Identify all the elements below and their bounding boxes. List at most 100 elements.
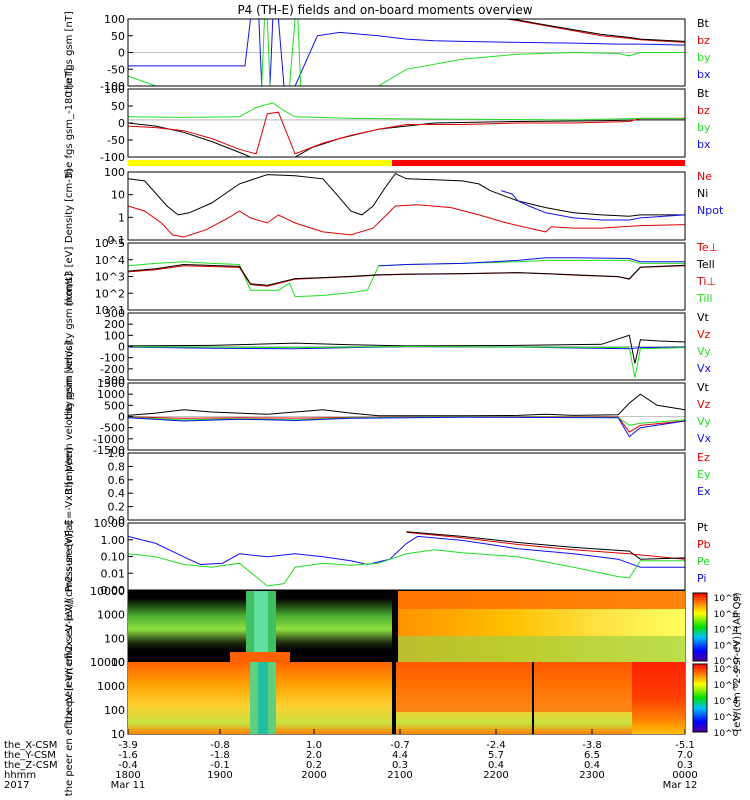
legend-entry: Ni: [697, 187, 708, 200]
colorbar-tick-label: 10^2: [714, 713, 739, 723]
y-axis-label: the fgs gsm_-180 [nT]: [64, 68, 75, 178]
legend-entry: bz: [697, 34, 710, 47]
spec-ion-right-edge: [392, 591, 398, 662]
x-value: 0.2: [306, 760, 322, 771]
x-value: 5.7: [488, 750, 504, 761]
legend-entry: Te⊥: [696, 241, 718, 254]
x-value: 6.5: [584, 750, 600, 761]
colorbar-label-rotated: [eV/(cm^2-s-sr-eV)] (All Qs): [732, 592, 743, 731]
colorbar-tick-label: 10^0: [714, 729, 739, 739]
series-npot-line: [501, 190, 686, 221]
y-tick-label: 50: [111, 30, 125, 43]
y-tick-label: 50: [111, 100, 125, 113]
y-axis-label: the peem velocity gsm [km/s]: [64, 342, 75, 492]
spec-ion-plume-core: [254, 591, 268, 662]
series-by-line: [127, 102, 685, 121]
y-tick-label: 500: [104, 399, 125, 412]
series-bx-line: [128, 18, 686, 87]
y-tick-label: 300: [104, 307, 125, 320]
panel-frame: [127, 88, 686, 158]
x-value: 2.0: [306, 750, 322, 761]
colorbar-tick-label: 10^6: [714, 610, 739, 620]
spectrogram-electrons: [128, 662, 685, 734]
legend-entry: Vx: [697, 432, 712, 445]
legend-entry: Till: [696, 292, 713, 305]
y-tick-label: 0.1: [108, 234, 126, 247]
series-vt-line: [127, 393, 686, 417]
x-time-label: 2100: [387, 770, 412, 781]
y-tick-label: -500: [100, 422, 125, 435]
x-value: -0.4: [118, 760, 138, 771]
x-value: 0.3: [392, 760, 408, 771]
series-pb-line: [406, 531, 686, 560]
y-tick-label: 0.2: [108, 501, 126, 514]
x-value: 0.4: [584, 760, 600, 771]
y-tick-label: 10^1: [95, 304, 125, 317]
legend-entry: bx: [697, 68, 711, 81]
series-vy-line: [127, 345, 686, 378]
y-axis-label: Density [cm-3]: [64, 169, 75, 243]
x-value: -3.9: [118, 740, 138, 751]
y-tick-label: 100: [104, 632, 125, 645]
y-tick-label: 1500: [97, 377, 125, 390]
colorbar-electrons: [692, 663, 708, 733]
x-value: -1.6: [118, 750, 138, 761]
y-tick-label: 10.00: [94, 517, 126, 530]
colorbar-tick-label: 10^8: [714, 594, 739, 604]
y-tick-label: 1000: [97, 680, 125, 693]
y-tick-label: 0.8: [108, 460, 126, 473]
x-value: 0.3: [677, 760, 693, 771]
colorbar-tick-label: 10^0: [714, 657, 739, 667]
series-pe-line: [127, 549, 685, 587]
x-time-label: 2300: [579, 770, 604, 781]
spec-ele-divider-2: [532, 662, 534, 734]
legend-entry: Ey: [697, 468, 711, 481]
colorbar-tick-label: 10^4: [714, 626, 739, 636]
colorbar-ions: [692, 592, 708, 662]
x-date-end: Mar 12: [663, 780, 698, 791]
x-row-label: the_Z-CSM: [4, 760, 58, 771]
y-tick-label: 1: [118, 211, 125, 224]
series-vx-line: [127, 416, 686, 438]
mode-bar: [128, 160, 685, 166]
y-axis-label: E=-VxB [mV/m]: [64, 447, 75, 525]
spec-ion-base: [230, 652, 290, 662]
y-tick-label: -100: [100, 80, 125, 93]
legend-entry: Ez: [697, 451, 710, 464]
y-tick-label: -1000: [93, 433, 125, 446]
y-tick-label: 10^4: [95, 254, 125, 267]
y-tick-label: 0.4: [108, 487, 126, 500]
legend-entry: Vz: [697, 328, 711, 341]
y-tick-label: 100: [104, 166, 125, 179]
y-tick-label: 200: [104, 318, 125, 331]
x-row-label: the_X-CSM: [4, 740, 57, 751]
legend-entry: Bt: [697, 17, 710, 30]
y-tick-label: -200: [100, 363, 125, 376]
y-axis-label: momt3 [eV]: [64, 246, 75, 306]
y-tick-label: 0.01: [101, 567, 126, 580]
legend-entry: Ti⊥: [696, 275, 716, 288]
spec-ele-end: [632, 662, 685, 734]
legend-entry: Ex: [697, 485, 711, 498]
series-till-line: [127, 259, 685, 298]
y-tick-label: -50: [107, 134, 125, 147]
x-time-label: 2200: [483, 770, 508, 781]
legend-entry: Vt: [697, 311, 710, 324]
y-tick-label: 0.0: [108, 514, 126, 527]
spec-ele-plume-core: [258, 662, 268, 734]
series-ne-line: [127, 204, 686, 238]
y-tick-label: 10^5: [95, 237, 125, 250]
y-tick-label: 100: [104, 83, 125, 96]
y-tick-label: -100: [100, 151, 125, 164]
y-tick-label: 1000: [97, 388, 125, 401]
spec-ele-right: [392, 662, 632, 712]
panel-8: 10.00 1.00 0.10 0.01 0.00 Pressure [nPa] Pt Pb P…: [64, 517, 711, 597]
x-value: 0.4: [488, 760, 504, 771]
spec-ion-right-top: [392, 591, 685, 609]
y-tick-label: 10000: [90, 656, 125, 669]
legend-entry: by: [697, 51, 711, 64]
legend-entry: Pe: [697, 555, 710, 568]
legend-entry: Vy: [697, 415, 711, 428]
y-tick-label: 0: [118, 341, 125, 354]
